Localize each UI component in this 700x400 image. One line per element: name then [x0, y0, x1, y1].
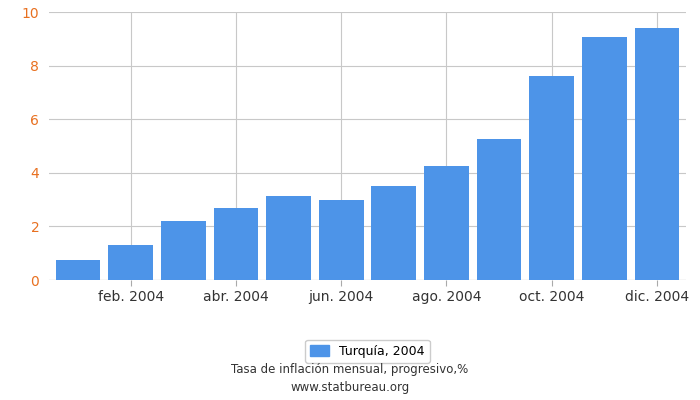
- Bar: [55, 260, 100, 280]
- Bar: [372, 186, 416, 280]
- Bar: [108, 245, 153, 280]
- Bar: [161, 221, 206, 280]
- Bar: [477, 139, 522, 280]
- Bar: [266, 196, 311, 280]
- Bar: [582, 38, 626, 280]
- Bar: [529, 76, 574, 280]
- Bar: [635, 28, 680, 280]
- Bar: [318, 200, 363, 280]
- Text: www.statbureau.org: www.statbureau.org: [290, 382, 410, 394]
- Text: Tasa de inflación mensual, progresivo,%: Tasa de inflación mensual, progresivo,%: [232, 364, 468, 376]
- Bar: [214, 208, 258, 280]
- Bar: [424, 166, 469, 280]
- Legend: Turquía, 2004: Turquía, 2004: [305, 340, 430, 363]
